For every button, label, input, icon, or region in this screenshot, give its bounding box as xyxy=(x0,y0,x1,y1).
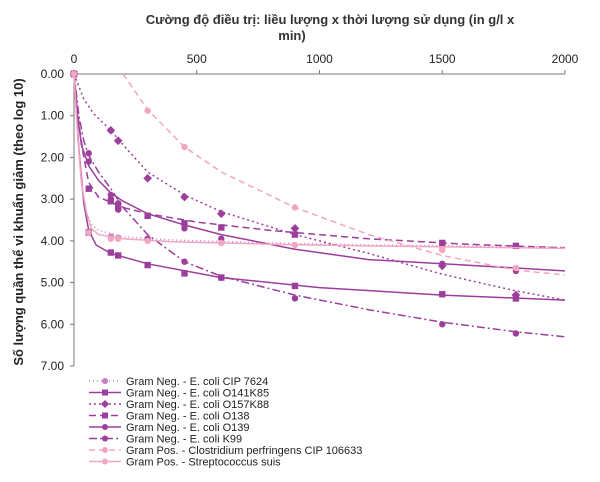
legend-label: Gram Neg. - E. coli CIP 7624 xyxy=(126,376,268,388)
data-point xyxy=(144,107,151,114)
data-point xyxy=(114,200,122,207)
data-point xyxy=(144,212,151,220)
data-point xyxy=(180,192,189,202)
y-tick-label: 1.00 xyxy=(41,109,65,123)
legend-item-6: Gram Neg. - E. coli K99 xyxy=(89,434,242,446)
series-line xyxy=(73,73,566,250)
data-point xyxy=(512,330,520,337)
legend-swatch-marker xyxy=(102,447,108,453)
x-tick-label: 1000 xyxy=(306,52,333,66)
data-point xyxy=(113,136,123,146)
y-tick-label: 2.00 xyxy=(41,150,65,164)
y-tick-label: 4.00 xyxy=(41,234,65,248)
legend-item-5: Gram Neg. - E. coli O139 xyxy=(89,422,250,434)
legend-swatch-marker xyxy=(102,435,108,442)
legend-item-7: Gram Pos. - Clostridium perfringens CIP … xyxy=(89,445,362,457)
data-point xyxy=(114,235,122,242)
legend-label: Gram Pos. - Clostridium perfringens CIP … xyxy=(126,445,362,457)
y-tick-label: 5.00 xyxy=(41,276,65,290)
series-line xyxy=(73,73,566,338)
data-point xyxy=(106,125,116,135)
legend-item-3: Gram Neg. - E. coli O157K88 xyxy=(89,399,269,411)
legend-label: Gram Neg. - E. coli O139 xyxy=(126,422,250,434)
data-point xyxy=(85,150,92,157)
x-tick-label: 1500 xyxy=(429,52,456,66)
y-tick-label: 0.00 xyxy=(41,67,65,81)
data-point xyxy=(143,173,152,183)
data-point xyxy=(216,209,226,219)
data-point xyxy=(291,204,299,211)
legend-item-4: Gram Neg. - E. coli O138 xyxy=(89,411,250,423)
data-point xyxy=(181,225,188,232)
series-line xyxy=(73,73,566,249)
data-point xyxy=(144,237,151,245)
data-point xyxy=(85,229,92,236)
data-point xyxy=(290,224,300,233)
data-point xyxy=(511,290,521,300)
data-point xyxy=(439,239,446,247)
y-tick-label: 3.00 xyxy=(41,192,65,206)
data-point xyxy=(70,70,78,78)
data-point xyxy=(291,241,299,249)
plot-area xyxy=(69,69,566,338)
data-point xyxy=(181,270,188,277)
data-point xyxy=(291,282,299,290)
legend-swatch-marker xyxy=(100,399,110,409)
series-1 xyxy=(70,70,566,248)
legend-label: Gram Neg. - E. coli O138 xyxy=(126,411,250,423)
series-8 xyxy=(70,70,566,254)
data-point xyxy=(181,220,188,227)
y-tick-label: 6.00 xyxy=(41,317,65,331)
data-point xyxy=(291,295,299,302)
data-point xyxy=(85,185,92,192)
data-point xyxy=(181,143,188,151)
axes: 0 500 1000 1500 2000 0.00 1.00 2.00 3.00 4.00 5.00… xyxy=(41,52,579,373)
data-point xyxy=(291,231,299,238)
y-tick-label: 7.00 xyxy=(41,359,65,373)
x-tick-label: 0 xyxy=(71,52,78,66)
series-4 xyxy=(70,70,566,250)
series-5 xyxy=(70,70,566,275)
chart-title-line-1: Cường độ điều trị: liều lượng x thời lượ… xyxy=(146,12,515,27)
data-point xyxy=(439,246,446,254)
legend-swatch-marker xyxy=(102,424,108,430)
legend-swatch-marker xyxy=(102,412,108,419)
data-point xyxy=(512,242,520,250)
data-point xyxy=(218,239,225,247)
legend-swatch-marker xyxy=(102,378,108,384)
data-point xyxy=(439,260,446,267)
data-point xyxy=(107,235,115,242)
x-tick-label: 2000 xyxy=(552,52,579,66)
legend-label: Gram Neg. - E. coli O157K88 xyxy=(126,399,269,411)
legend-swatch-marker xyxy=(102,389,108,396)
data-point xyxy=(218,274,225,281)
series-line xyxy=(73,73,566,248)
legend-item-2: Gram Neg. - E. coli O141K85 xyxy=(89,388,269,400)
legend-label: Gram Neg. - E. coli O141K85 xyxy=(126,388,269,400)
legend-item-1: Gram Neg. - E. coli CIP 7624 xyxy=(89,376,268,388)
chart-title-line-2: min) xyxy=(278,28,305,43)
legend-swatch-marker xyxy=(102,458,108,465)
data-point xyxy=(218,224,225,231)
x-tick-label: 500 xyxy=(187,52,207,66)
data-point xyxy=(512,264,520,272)
data-point xyxy=(114,206,122,213)
data-point xyxy=(439,321,446,328)
data-point xyxy=(85,158,92,165)
data-point xyxy=(114,252,122,259)
series-3 xyxy=(69,69,566,301)
data-point xyxy=(439,291,446,298)
y-axis-label: Số lượng quần thể vi khuẩn giảm (theo lo… xyxy=(11,78,26,365)
legend-label: Gram Neg. - E. coli K99 xyxy=(126,434,242,446)
data-point xyxy=(181,258,188,265)
data-point xyxy=(144,261,151,269)
legend-item-8: Gram Pos. - Streptococcus suis xyxy=(89,457,281,469)
legend-label: Gram Pos. - Streptococcus suis xyxy=(126,457,281,469)
data-point xyxy=(107,195,115,203)
data-point xyxy=(107,249,115,256)
